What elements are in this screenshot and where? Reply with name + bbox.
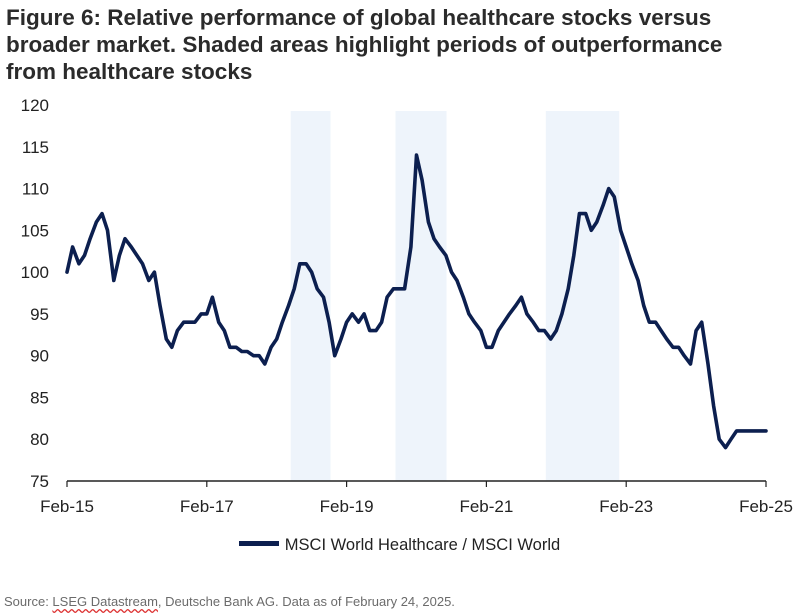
x-tick-label-feb-19: Feb-19 (320, 497, 374, 516)
shaded-periods (290, 111, 620, 481)
y-tick-label-100: 100 (21, 263, 49, 282)
source-prefix: Source: (4, 594, 53, 609)
y-tick-label-110: 110 (22, 180, 49, 199)
source-rest: , Deutsche Bank AG. Data as of February … (157, 594, 455, 609)
source-note: Source: LSEG Datastream, Deutsche Bank A… (4, 594, 455, 609)
legend-label: MSCI World Healthcare / MSCI World (284, 536, 561, 554)
series-group (65, 153, 768, 450)
shaded-period-2 (395, 111, 447, 481)
chart-title: Figure 6: Relative performance of global… (6, 4, 791, 85)
y-tick-label-105: 105 (21, 221, 49, 240)
legend-swatch (238, 541, 279, 547)
y-tick-label-80: 80 (30, 430, 49, 449)
legend: MSCI World Healthcare / MSCI World (0, 536, 799, 555)
title-line-2: broader market. Shaded areas highlight p… (6, 32, 723, 57)
y-tick-label-95: 95 (30, 305, 49, 324)
title-line-1: Figure 6: Relative performance of global… (6, 5, 712, 30)
title-line-3: from healthcare stocks (6, 59, 253, 84)
y-axis-ticks: 75 80 85 90 95 100 105 110 115 120 (21, 96, 49, 491)
x-tick-label-feb-21: Feb-21 (459, 497, 513, 516)
shaded-period-3 (545, 111, 620, 481)
source-provider: LSEG Datastream (52, 594, 158, 609)
y-tick-label-120: 120 (21, 96, 49, 115)
y-tick-label-90: 90 (30, 347, 49, 366)
y-tick-label-75: 75 (30, 472, 49, 491)
x-tick-label-feb-23: Feb-23 (599, 497, 653, 516)
x-axis-ticks: Feb-15 Feb-17 Feb-19 Feb-21 Feb-23 Feb-25 (40, 481, 793, 516)
x-tick-label-feb-17: Feb-17 (180, 497, 234, 516)
y-tick-label-85: 85 (30, 388, 49, 407)
x-tick-label-feb-25: Feb-25 (739, 497, 793, 516)
y-tick-label-115: 115 (22, 138, 49, 157)
x-tick-label-feb-15: Feb-15 (40, 497, 94, 516)
series-line-1 (65, 153, 768, 450)
